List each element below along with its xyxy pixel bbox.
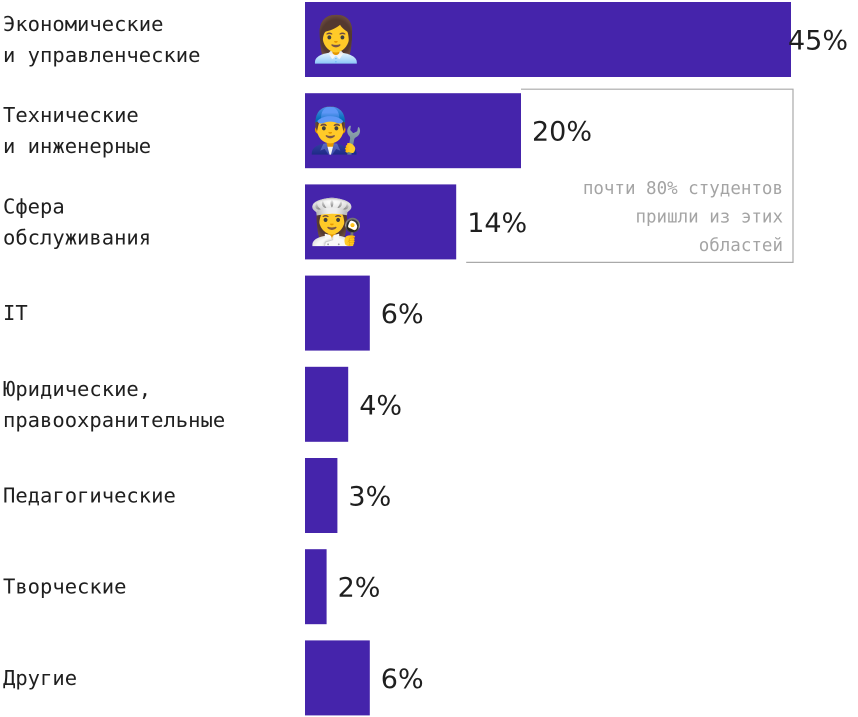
category-label-line: IT (3, 301, 28, 325)
value-label: 6% (381, 299, 424, 330)
category-label-line: Сфера (3, 194, 65, 218)
category-label-line: Технические (3, 103, 139, 127)
annotation-box (466, 88, 794, 263)
category-label: Творческие (3, 575, 126, 599)
value-label: 4% (359, 390, 402, 421)
category-label-line: Другие (3, 666, 77, 690)
bar (305, 549, 327, 625)
value-label: 45% (788, 26, 848, 57)
category-label-line: обслуживания (3, 225, 151, 249)
value-label: 3% (348, 482, 391, 513)
woman-cook-icon: 👩‍🍳 (309, 197, 364, 248)
bar (305, 366, 349, 442)
bar (305, 2, 791, 77)
category-label-line: Творческие (3, 575, 126, 599)
bar (305, 275, 370, 351)
value-label: 2% (338, 573, 381, 604)
man-mechanic-icon: 👨‍🔧 (309, 106, 364, 157)
value-label: 14% (467, 208, 527, 239)
category-label-line: правоохранительные (3, 408, 225, 432)
annotation-text-line: пришли из этих (635, 208, 783, 228)
category-label: Технические и инженерные (3, 103, 151, 158)
category-label-line: Экономические (3, 12, 163, 36)
bar (305, 640, 370, 716)
annotation-text-line: областей (699, 236, 783, 256)
value-label: 20% (532, 117, 592, 148)
category-label: Педагогические (3, 484, 176, 508)
value-label: 6% (381, 664, 424, 695)
category-label-line: и управленческие (3, 43, 200, 67)
annotation-text-line: почти 80% студентов (583, 179, 783, 199)
annotation-group: почти 80% студентов пришли из этих областе… (466, 88, 794, 263)
woman-office-worker-icon: 👩‍💼 (309, 15, 364, 66)
category-label: Экономические и управленческие (3, 12, 200, 67)
bar (305, 458, 338, 533)
bars-group: 👩‍💼 👨‍🔧 👩‍🍳 (305, 2, 791, 716)
category-label-line: Юридические, (3, 377, 151, 401)
category-label: Другие (3, 666, 77, 690)
bar (305, 93, 521, 169)
category-label-line: и инженерные (3, 134, 151, 158)
category-label-line: Педагогические (3, 484, 176, 508)
category-label: Юридические, правоохранительные (3, 377, 225, 432)
bar (305, 184, 457, 260)
labels-group: 45% Экономические и управленческие 20% Техни… (3, 12, 848, 695)
category-label: Сфера обслуживания (3, 194, 151, 249)
category-label: IT (3, 301, 28, 325)
